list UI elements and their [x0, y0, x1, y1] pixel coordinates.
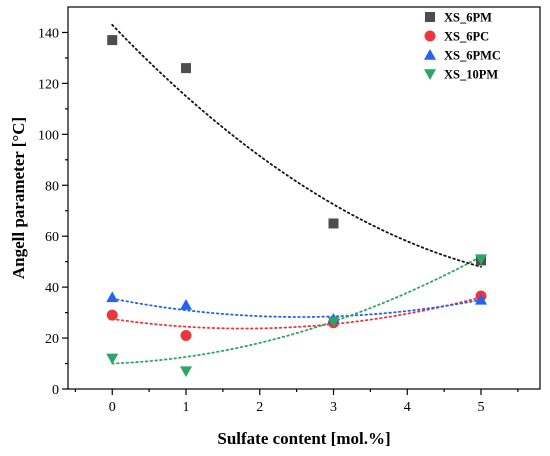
- y-tick-label: 60: [45, 230, 59, 245]
- x-tick-label: 5: [478, 400, 485, 415]
- data-point-XS_10PM: [327, 316, 340, 328]
- data-point-XS_6PMC: [180, 298, 192, 310]
- x-axis: 0 1 2 3 4 5: [74, 389, 519, 415]
- data-point-XS_6PMC: [475, 293, 487, 305]
- data-point-XS_10PM: [475, 254, 487, 266]
- data-point-XS_6PM: [328, 218, 339, 229]
- x-tick-label: 2: [256, 400, 263, 415]
- trendline-XS_10PM: [111, 255, 482, 365]
- plot-frame: [67, 6, 541, 390]
- y-tick-label: 100: [38, 128, 59, 143]
- data-point-XS_10PM: [106, 353, 119, 365]
- y-tick-label: 140: [38, 26, 59, 41]
- legend-label: XS_6PM: [444, 11, 492, 25]
- data-point-XS_6PM: [107, 35, 118, 46]
- trendline-layer: [111, 23, 482, 365]
- x-tick-label: 4: [404, 400, 411, 415]
- legend-label: XS_6PMC: [444, 49, 501, 63]
- data-point-XS_6PC: [180, 330, 192, 342]
- legend-marker-XS_6PMC: [424, 49, 436, 60]
- trendline-XS_6PMC: [111, 297, 482, 318]
- x-tick-label: 3: [330, 400, 337, 415]
- legend-marker-XS_6PC: [424, 30, 436, 42]
- y-tick-label: 120: [38, 77, 59, 92]
- y-tick-label: 20: [45, 332, 59, 347]
- trendline-XS_6PM: [111, 23, 482, 268]
- data-marker-layer: [106, 35, 487, 378]
- y-tick-label: 80: [45, 179, 59, 194]
- x-axis-title: Sulfate content [mol.%]: [217, 429, 390, 448]
- legend-label: XS_6PC: [444, 30, 489, 44]
- trendline-XS_6PC: [111, 296, 482, 330]
- legend-marker-XS_6PM: [425, 12, 435, 22]
- y-axis-title: Angell parameter [°C]: [9, 117, 28, 279]
- x-tick-label: 0: [109, 400, 116, 415]
- plot-border: [67, 6, 541, 390]
- legend-label: XS_10PM: [444, 68, 498, 82]
- y-axis: 0 20 40 60 80 100 120 140: [38, 26, 68, 398]
- y-tick-label: 40: [45, 281, 59, 296]
- data-point-XS_6PC: [106, 309, 118, 321]
- legend-marker-XS_10PM: [424, 69, 436, 80]
- y-tick-label: 0: [52, 383, 59, 398]
- data-point-XS_10PM: [180, 366, 192, 378]
- legend: XS_6PM XS_6PC XS_6PMC XS_10PM: [424, 11, 501, 82]
- x-tick-label: 1: [183, 400, 190, 415]
- data-point-XS_6PM: [181, 63, 191, 74]
- data-point-XS_6PMC: [106, 291, 119, 303]
